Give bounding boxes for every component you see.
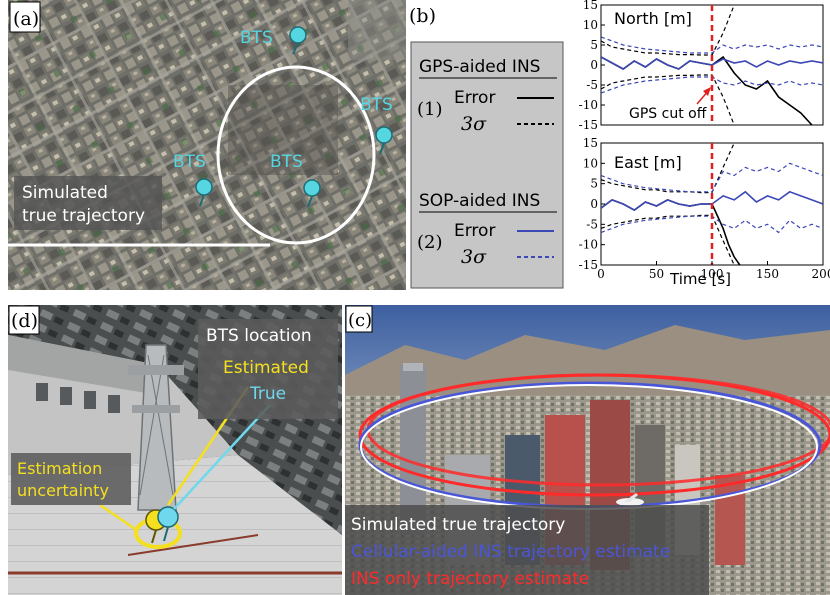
y-tick-label: 5 xyxy=(590,177,598,191)
bts-label: BTS xyxy=(173,152,206,172)
north-plot: North [m] 15 10 5 0 -5 -10 -15 xyxy=(579,0,824,132)
legend-true-trajectory: Simulated true trajectory xyxy=(351,515,565,535)
x-tick-label: 100 xyxy=(701,267,724,281)
bts-label: BTS xyxy=(240,28,273,48)
panel-a-aerial-map: BTS BTS BTS BTS (a) Simulated true traje… xyxy=(8,0,406,290)
x-tick-label: 0 xyxy=(597,267,605,281)
legend-cellular-trajectory: Cellular-aided INS trajectory estimate xyxy=(351,542,670,562)
panel-d-bts-tower: (d) BTS location Estimated True Estimati… xyxy=(8,305,342,595)
bts-pin-icon xyxy=(289,26,307,55)
trajectory-label: true trajectory xyxy=(22,206,145,226)
bts-pin-icon xyxy=(303,179,321,208)
gps-heading: GPS-aided INS xyxy=(419,57,540,77)
y-tick-label: -10 xyxy=(579,98,598,112)
panel-c-3d-trajectory: (c) Simulated true trajectory Cellular-a… xyxy=(345,305,830,595)
trajectory-circle xyxy=(216,65,376,245)
uncertainty-label: Estimation xyxy=(17,459,102,478)
y-tick-label: 10 xyxy=(583,156,598,170)
panel-tag: (c) xyxy=(348,310,372,331)
legend-ins-trajectory: INS only trajectory estimate xyxy=(351,569,589,589)
gps-cutoff-arrow xyxy=(703,87,711,96)
series-line xyxy=(601,143,735,194)
bts-label: BTS xyxy=(360,95,393,115)
tower-image: (d) BTS location Estimated True Estimati… xyxy=(8,305,342,595)
gps-cutoff-label: GPS cut off xyxy=(629,106,707,122)
y-tick-label: 15 xyxy=(583,0,598,12)
estimated-label: Estimated xyxy=(223,358,309,378)
y-tick-label: -15 xyxy=(579,258,598,272)
series-line xyxy=(601,162,823,193)
series-line xyxy=(601,76,823,94)
legend-sigma-label: 3σ xyxy=(461,113,487,135)
y-tick-label: -5 xyxy=(586,217,598,231)
legend-sigma-label: 3σ xyxy=(461,246,487,268)
x-tick-label: 150 xyxy=(756,267,779,281)
x-tick-label: 200 xyxy=(812,267,830,281)
bts-pin-icon xyxy=(195,178,213,207)
sop-heading: SOP-aided INS xyxy=(419,191,540,211)
aerial-map-image: BTS BTS BTS BTS (a) Simulated true traje… xyxy=(8,0,406,290)
panel-tag: (b) xyxy=(409,5,436,27)
y-tick-label: 5 xyxy=(590,38,598,52)
y-tick-label: 0 xyxy=(590,197,598,211)
trajectory-label: Simulated xyxy=(22,183,108,203)
legend-error-label: Error xyxy=(454,221,495,241)
bts-location-label: BTS location xyxy=(206,326,312,346)
y-tick-label: -5 xyxy=(586,78,598,92)
city-3d-image: (c) Simulated true trajectory Cellular-a… xyxy=(345,305,830,595)
series-line xyxy=(601,215,823,234)
y-tick-label: 15 xyxy=(583,136,598,150)
panel-tag: (a) xyxy=(13,8,39,30)
series-line xyxy=(601,36,823,54)
north-title: North [m] xyxy=(614,9,692,28)
legend-number: (2) xyxy=(417,232,443,253)
panel-b-plots: North [m] 15 10 5 0 -5 -10 -15 East [m] 15 10 5 0… xyxy=(569,0,830,290)
aircraft-icon xyxy=(616,493,644,506)
bts-pin-icon xyxy=(375,126,393,155)
legend-number: (1) xyxy=(417,99,443,120)
legend-error-label: Error xyxy=(454,88,495,108)
x-tick-label: 50 xyxy=(649,267,664,281)
cell-tower-icon xyxy=(128,344,184,511)
x-axis-label: Time [s] xyxy=(669,270,731,288)
y-tick-label: 10 xyxy=(583,18,598,32)
true-label: True xyxy=(249,384,286,404)
uncertainty-label: uncertainty xyxy=(17,481,109,500)
y-tick-label: -15 xyxy=(579,118,598,132)
panel-tag: (d) xyxy=(11,310,38,332)
east-title: East [m] xyxy=(614,153,682,172)
y-tick-label: 0 xyxy=(590,58,598,72)
true-pin-icon xyxy=(157,506,179,542)
y-tick-label: -10 xyxy=(579,238,598,252)
panel-b-legend: (b) GPS-aided INS (1) Error 3σ SOP-aided… xyxy=(409,0,569,290)
bts-label: BTS xyxy=(270,152,303,172)
